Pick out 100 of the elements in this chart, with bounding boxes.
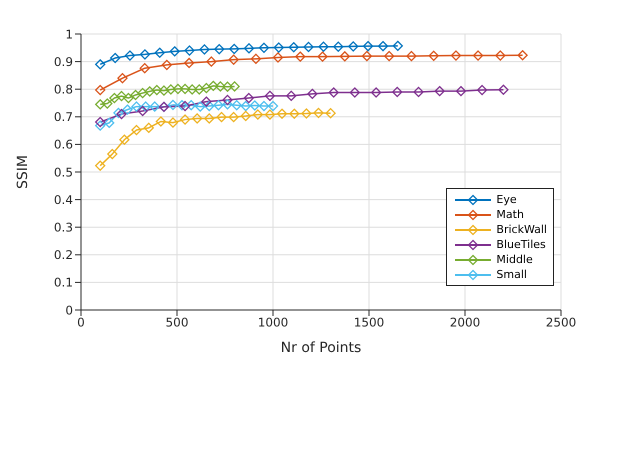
y-tick-label: 0.3 (54, 220, 73, 234)
y-tick-label: 0.5 (54, 165, 73, 180)
point (124, 50, 136, 61)
point (204, 100, 214, 112)
point (392, 40, 403, 52)
point (95, 59, 106, 70)
point (252, 109, 263, 120)
y-tick-label: 0.7 (54, 110, 73, 124)
point (350, 87, 360, 98)
point (199, 44, 210, 55)
point (244, 43, 254, 54)
point (162, 60, 172, 70)
point (288, 42, 299, 52)
y-tick-label: 0.8 (54, 82, 73, 96)
point (214, 44, 224, 54)
point (201, 82, 212, 94)
point (276, 108, 288, 119)
legend-label: BlueTiles (496, 238, 546, 251)
point (116, 108, 127, 120)
point (472, 50, 484, 61)
y-tick-label: 0 (65, 303, 73, 318)
point (195, 101, 206, 112)
point (229, 44, 240, 54)
point (117, 73, 128, 84)
point (95, 160, 106, 171)
x-axis-title: Nr of Points (280, 340, 362, 356)
point (110, 52, 120, 64)
point (180, 114, 190, 125)
x-tick-label: 1500 (354, 316, 384, 330)
point (204, 113, 214, 124)
y-tick-label: 1 (65, 27, 73, 42)
point (240, 100, 251, 112)
point (102, 98, 112, 109)
point (140, 49, 150, 60)
point (107, 148, 118, 160)
point (378, 40, 388, 52)
point (307, 88, 318, 100)
point (258, 100, 270, 112)
point (172, 84, 184, 94)
point (168, 100, 178, 110)
legend-label: BrickWall (496, 223, 547, 236)
point (272, 52, 284, 63)
point (229, 81, 240, 92)
point (176, 100, 188, 110)
point (264, 109, 276, 120)
point (495, 50, 506, 61)
point (258, 42, 270, 53)
point (119, 134, 130, 145)
point (317, 51, 328, 62)
point (156, 116, 166, 127)
point (95, 84, 106, 96)
point (130, 90, 141, 100)
y-tick-label: 0.1 (54, 276, 73, 290)
point (137, 106, 148, 116)
point (450, 50, 462, 61)
point (244, 92, 254, 104)
y-tick-label: 0.6 (54, 138, 73, 152)
point (186, 100, 196, 110)
point (184, 45, 195, 56)
point (215, 81, 226, 92)
point (362, 40, 374, 52)
point (104, 118, 114, 128)
x-tick-label: 500 (166, 316, 188, 330)
point (434, 86, 445, 96)
point (384, 50, 394, 62)
point (150, 101, 160, 112)
point (362, 50, 372, 62)
point (333, 42, 344, 52)
legend-label: Small (496, 268, 527, 281)
legend-label: Eye (496, 193, 517, 206)
legend-label: Middle (496, 253, 533, 266)
point (192, 113, 202, 124)
point (184, 58, 194, 68)
point (406, 50, 417, 62)
point (498, 84, 509, 95)
point (131, 101, 142, 112)
point (187, 84, 198, 95)
point (318, 42, 329, 52)
point (131, 124, 142, 136)
y-tick-label: 0.4 (54, 192, 73, 207)
point (274, 42, 284, 53)
point (158, 85, 170, 96)
point (222, 99, 233, 110)
point (232, 100, 242, 110)
x-tick-label: 1000 (258, 316, 288, 330)
point (476, 84, 488, 96)
point (166, 84, 176, 95)
point (295, 51, 306, 62)
point (122, 104, 133, 115)
point (137, 88, 148, 98)
x-tick-label: 2500 (546, 316, 576, 330)
point (313, 108, 324, 118)
point (170, 46, 180, 57)
point (180, 84, 190, 94)
point (517, 50, 528, 60)
point (95, 99, 106, 110)
point (154, 48, 165, 58)
point (213, 100, 224, 110)
point (348, 41, 358, 52)
point (123, 92, 134, 104)
